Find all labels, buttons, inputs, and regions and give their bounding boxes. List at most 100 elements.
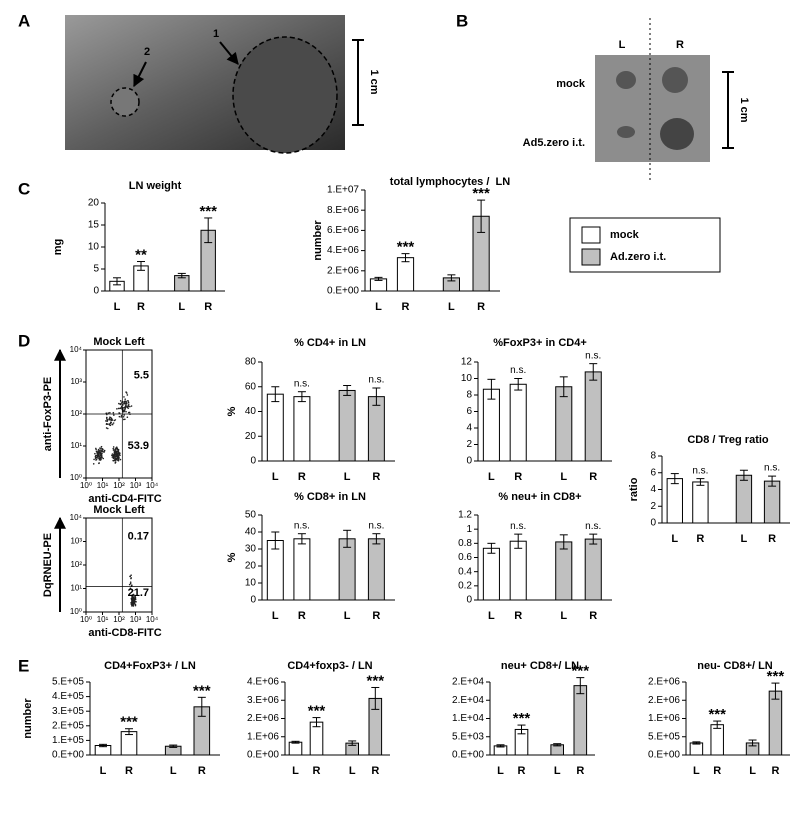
event-dot	[109, 411, 111, 414]
event-dot	[95, 448, 97, 451]
x-tick-label: R	[298, 471, 306, 483]
y-tick-label: 5.E+05	[648, 731, 680, 742]
bar	[573, 685, 588, 756]
panel-letter: E	[18, 656, 29, 675]
event-dot	[130, 405, 133, 407]
y-tick-label: 1.E+04	[452, 713, 484, 724]
significance-ns: n.s.	[692, 465, 708, 476]
event-dot	[123, 396, 125, 398]
bar	[555, 541, 573, 601]
event-dot	[96, 452, 99, 455]
event-dot	[114, 419, 117, 421]
y-tick-label: 20	[88, 198, 100, 209]
x-tick-label: R	[198, 765, 206, 777]
event-dot	[114, 459, 117, 462]
event-dot	[114, 448, 116, 451]
y-tick-label: 1.2	[458, 510, 472, 521]
event-dot	[106, 419, 109, 421]
event-dot	[120, 402, 123, 404]
y-tick-label: 10²	[70, 560, 82, 569]
event-dot	[106, 420, 108, 423]
y-tick-label: 3.E+06	[247, 695, 279, 706]
photo-label: 1	[213, 28, 219, 40]
x-tick-label: R	[576, 765, 584, 777]
x-tick-label: R	[477, 301, 485, 313]
event-dot	[132, 603, 135, 606]
event-dot	[94, 456, 97, 459]
event-dot	[115, 446, 118, 448]
y-tick-label: 5	[93, 264, 99, 275]
y-tick-label: 0	[650, 518, 656, 529]
event-dot	[112, 457, 115, 460]
x-tick-label: L	[488, 610, 495, 622]
y-tick-label: 30	[245, 544, 257, 555]
event-dot	[108, 417, 111, 420]
x-tick-label: L	[344, 610, 351, 622]
x-tick-label: R	[204, 301, 212, 313]
chart-title: % CD8+ in LN	[294, 491, 366, 503]
scale-label: 1 cm	[368, 69, 380, 94]
panel-letter: A	[18, 11, 30, 30]
y-tick-label: 10⁰	[70, 473, 82, 482]
y-tick-label: 40	[245, 406, 257, 417]
event-dot	[118, 402, 120, 405]
x-axis-label: anti-CD4-FITC	[88, 493, 161, 505]
bar	[689, 742, 704, 756]
y-tick-label: 10	[461, 373, 473, 384]
event-dot	[123, 414, 125, 416]
event-dot	[105, 420, 107, 422]
quadrant-label: 53.9	[128, 440, 149, 452]
event-dot	[97, 457, 100, 459]
x-tick-label: R	[372, 610, 380, 622]
event-dot	[120, 403, 122, 406]
x-tick-label: R	[713, 765, 721, 777]
x-tick-label: R	[768, 533, 776, 545]
x-tick-label: L	[375, 301, 382, 313]
event-dot	[124, 403, 127, 405]
bar	[367, 396, 385, 462]
legend-swatch	[581, 226, 601, 244]
event-dot	[131, 603, 133, 605]
event-dot	[112, 447, 115, 450]
event-dot	[103, 451, 106, 453]
bar	[120, 731, 138, 756]
event-dot	[131, 605, 133, 607]
legend-label: mock	[610, 229, 640, 241]
y-tick-label: 10²	[70, 409, 82, 418]
y-tick-label: 1.E+07	[327, 185, 359, 196]
event-dot	[122, 410, 125, 413]
y-axis-label: ratio	[628, 477, 640, 501]
significance-ns: n.s.	[368, 375, 384, 386]
scale-label: 1 cm	[738, 97, 750, 122]
event-dot	[122, 415, 125, 418]
x-tick-label: L	[671, 533, 678, 545]
event-dot	[99, 449, 102, 451]
x-tick-label: L	[749, 765, 756, 777]
y-tick-label: 0.2	[458, 580, 472, 591]
event-dot	[129, 582, 132, 585]
y-tick-label: 0.4	[458, 566, 472, 577]
event-dot	[131, 596, 133, 598]
significance: ***	[193, 682, 211, 699]
event-dot	[115, 452, 118, 454]
event-dot	[128, 411, 131, 414]
x-tick-label: 10²	[113, 615, 125, 624]
event-dot	[100, 450, 103, 453]
bar	[266, 393, 284, 462]
event-dot	[126, 392, 128, 394]
event-dot	[111, 423, 114, 426]
event-dot	[130, 577, 132, 580]
x-tick-label: L	[693, 765, 700, 777]
bar	[763, 480, 781, 524]
event-dot	[93, 458, 95, 461]
bar	[338, 538, 356, 601]
event-dot	[112, 411, 115, 414]
x-tick-label: L	[292, 765, 299, 777]
y-tick-label: 4.E+06	[247, 677, 279, 688]
y-tick-label: 10	[88, 242, 100, 253]
event-dot	[95, 458, 98, 461]
event-dot	[119, 458, 122, 461]
event-dot	[126, 394, 129, 396]
x-tick-label: 10⁴	[146, 615, 159, 624]
